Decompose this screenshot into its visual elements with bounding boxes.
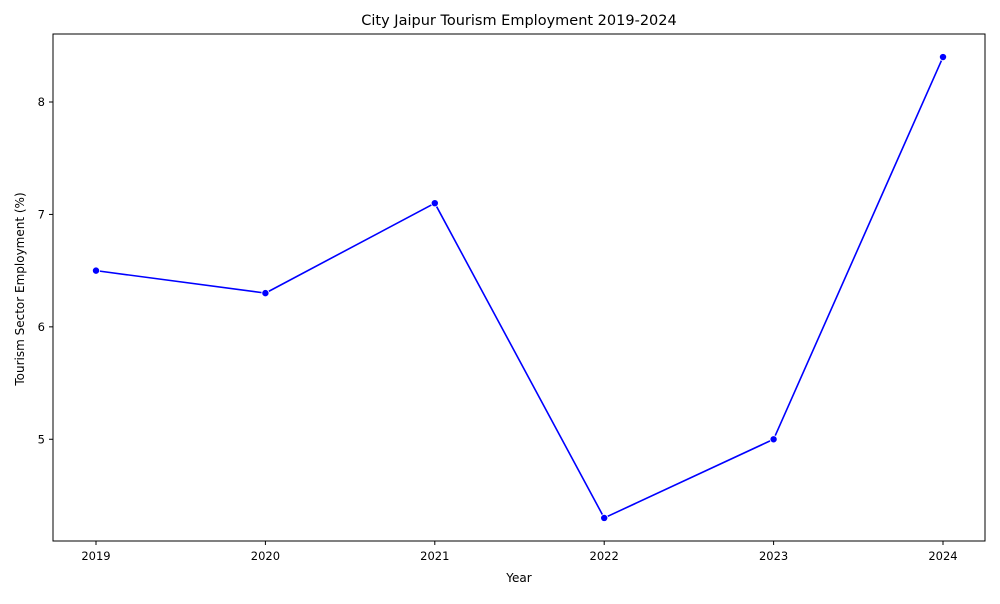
y-tick-label: 8: [38, 95, 45, 109]
y-axis-label: Tourism Sector Employment (%): [13, 192, 27, 386]
x-axis-label: Year: [505, 571, 531, 585]
series-line: [95, 56, 944, 519]
plot-frame: [52, 33, 986, 542]
data-point: [92, 266, 101, 275]
y-axis: 5 6 7 8: [38, 95, 53, 446]
x-tick-label: 2022: [590, 549, 619, 563]
data-point: [939, 53, 948, 62]
series-layer: [92, 53, 948, 522]
x-tick-label: 2023: [759, 549, 788, 563]
x-tick-label: 2021: [420, 549, 449, 563]
data-point: [430, 199, 439, 208]
data-point: [261, 289, 270, 298]
data-point: [769, 435, 778, 444]
x-tick-label: 2020: [251, 549, 280, 563]
data-point: [600, 513, 609, 522]
y-tick-label: 6: [38, 320, 45, 334]
y-tick-label: 5: [38, 432, 45, 446]
x-axis: 2019 2020 2021 2022 2023 2024: [81, 541, 958, 563]
chart-title: City Jaipur Tourism Employment 2019-2024: [361, 13, 676, 29]
plot-area: [52, 33, 986, 542]
y-tick-label: 7: [38, 207, 45, 221]
x-tick-label: 2024: [928, 549, 957, 563]
x-tick-label: 2019: [81, 549, 110, 563]
